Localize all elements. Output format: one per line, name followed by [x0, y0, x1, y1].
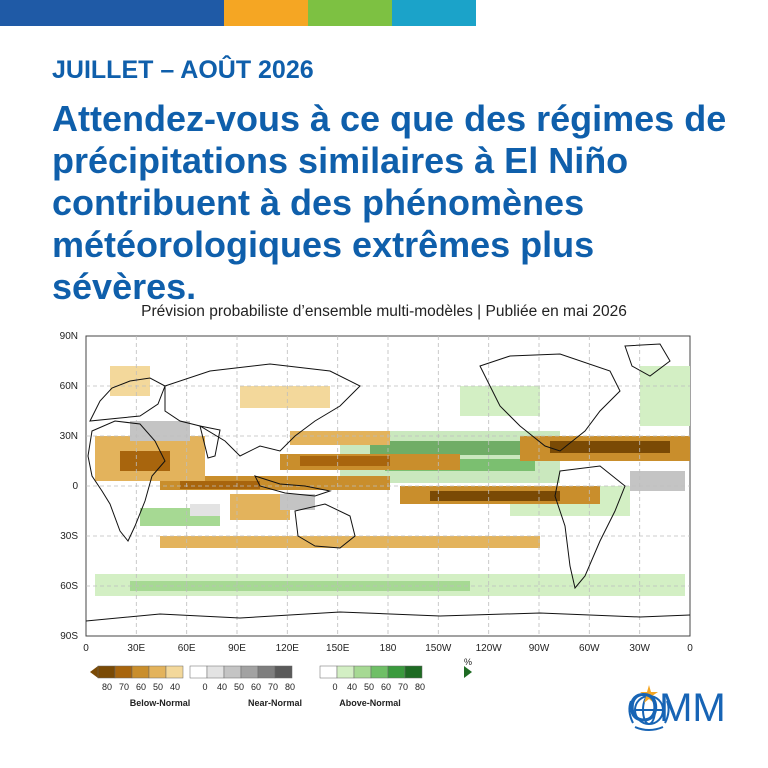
lon-tick-90W: 90W	[529, 643, 550, 654]
lat-tick-labels: 90N 60N 30N 0 30S 60S 90S	[60, 331, 79, 642]
date-label: JUILLET – AOÛT 2026	[52, 56, 314, 84]
legend-swatch-above-0	[319, 665, 338, 679]
legend-label-below-normal: Below-Normal	[130, 698, 191, 708]
legend-swatch-above-3	[370, 665, 389, 679]
precipitation-forecast-map: 90N 60N 30N 0 30S 60S 90S 0 30E 60E 90E …	[60, 331, 694, 708]
legend-swatch-near-1	[206, 665, 225, 679]
legend-unit: %	[464, 657, 472, 667]
legend-label-above-normal: Above-Normal	[339, 698, 401, 708]
lat-tick-30S: 30S	[60, 531, 78, 542]
legend-tick-labels: 80 70 60 50 40 0 40 50 60 70 80 0 40 50 …	[102, 657, 472, 708]
legend-swatch-above-1	[336, 665, 355, 679]
lat-tick-30N: 30N	[60, 431, 78, 442]
legend-tick-above-70: 70	[398, 682, 408, 692]
legend-swatch-near-0	[189, 665, 208, 679]
legend-swatch-below-0	[97, 665, 116, 679]
legend-tick-above-50: 50	[364, 682, 374, 692]
lat-tick-0: 0	[72, 481, 78, 492]
coastlines	[86, 343, 690, 622]
lon-tick-180: 180	[380, 643, 397, 654]
lon-tick-150W: 150W	[425, 643, 452, 654]
legend-tick-near-60: 60	[251, 682, 261, 692]
legend-swatch-below-2	[131, 665, 150, 679]
lon-tick-90E: 90E	[228, 643, 246, 654]
legend-swatch-near-2	[223, 665, 242, 679]
lon-tick-30E: 30E	[127, 643, 145, 654]
legend-tick-below-70: 70	[119, 682, 129, 692]
legend-swatch-above-2	[353, 665, 372, 679]
lat-tick-90N: 90N	[60, 331, 78, 342]
wmo-emblem-icon	[628, 685, 670, 731]
map-subtitle: Prévision probabiliste d’ensemble multi-…	[141, 303, 627, 320]
lon-tick-150E: 150E	[326, 643, 350, 654]
legend-tick-above-40: 40	[347, 682, 357, 692]
legend-tick-above-80: 80	[415, 682, 425, 692]
color-legend: 80 70 60 50 40 0 40 50 60 70 80 0 40 50 …	[90, 657, 472, 708]
legend-swatch-above-4	[387, 665, 406, 679]
brand-bar-cyan	[392, 0, 476, 26]
legend-tick-near-80: 80	[285, 682, 295, 692]
legend-swatches	[97, 665, 423, 679]
legend-swatch-above-5	[404, 665, 423, 679]
lon-tick-labels: 0 30E 60E 90E 120E 150E 180 150W 120W 90…	[83, 643, 693, 654]
lon-tick-30W: 30W	[629, 643, 650, 654]
legend-tick-above-60: 60	[381, 682, 391, 692]
legend-swatch-near-5	[274, 665, 293, 679]
legend-label-near-normal: Near-Normal	[248, 698, 302, 708]
lon-tick-120E: 120E	[276, 643, 300, 654]
lat-tick-60N: 60N	[60, 381, 78, 392]
legend-tick-near-70: 70	[268, 682, 278, 692]
legend-swatch-below-3	[148, 665, 167, 679]
legend-right-arrow	[464, 666, 472, 678]
headline: Attendez-vous à ce que des régimes de pr…	[52, 98, 727, 307]
legend-tick-below-60: 60	[136, 682, 146, 692]
lon-tick-60E: 60E	[178, 643, 196, 654]
legend-left-arrow	[90, 666, 98, 678]
legend-tick-near-0: 0	[202, 682, 207, 692]
legend-swatch-below-1	[114, 665, 133, 679]
lat-tick-90S: 90S	[60, 631, 78, 642]
legend-swatch-near-3	[240, 665, 259, 679]
logo-text: OMM	[628, 686, 726, 730]
lon-tick-0: 0	[83, 643, 89, 654]
legend-tick-below-50: 50	[153, 682, 163, 692]
map-area: 90N 60N 30N 0 30S 60S 90S 0 30E 60E 90E …	[60, 331, 694, 654]
brand-bar-orange	[224, 0, 308, 26]
lon-tick-0-end: 0	[687, 643, 693, 654]
legend-swatch-below-4	[165, 665, 184, 679]
lat-tick-60S: 60S	[60, 581, 78, 592]
legend-tick-below-80: 80	[102, 682, 112, 692]
legend-tick-near-40: 40	[217, 682, 227, 692]
brand-bar-green	[308, 0, 392, 26]
brand-bar-blue	[0, 0, 224, 26]
legend-swatch-near-4	[257, 665, 276, 679]
lon-tick-60W: 60W	[579, 643, 600, 654]
legend-tick-near-50: 50	[234, 682, 244, 692]
lon-tick-120W: 120W	[476, 643, 503, 654]
legend-tick-below-40: 40	[170, 682, 180, 692]
graticule	[86, 336, 690, 636]
legend-tick-above-0: 0	[332, 682, 337, 692]
